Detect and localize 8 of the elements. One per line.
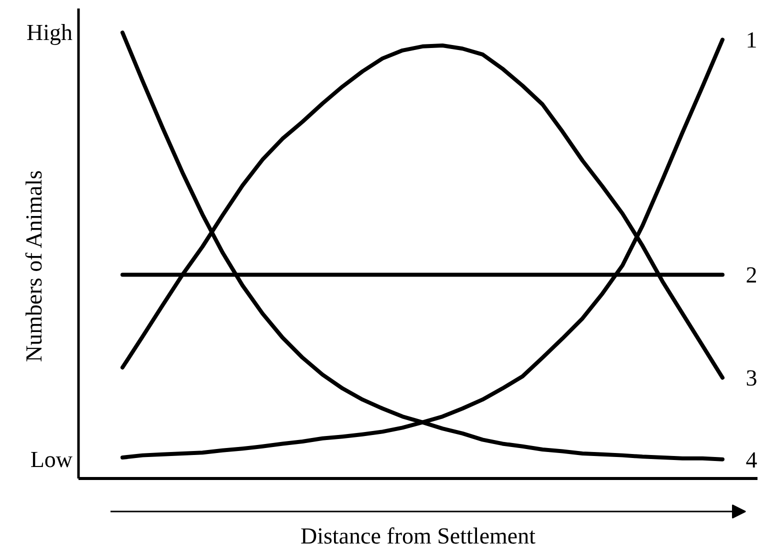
series-label: 3 [746,366,758,391]
text: High [26,20,73,46]
y-axis-title: Numbers of Animals [22,170,46,362]
series-label: 1 [746,28,758,53]
text: Low [30,446,73,472]
series-label: 2 [746,262,758,288]
series-label: 4 [746,447,758,472]
x-axis-title: Distance from Settlement [300,524,536,548]
